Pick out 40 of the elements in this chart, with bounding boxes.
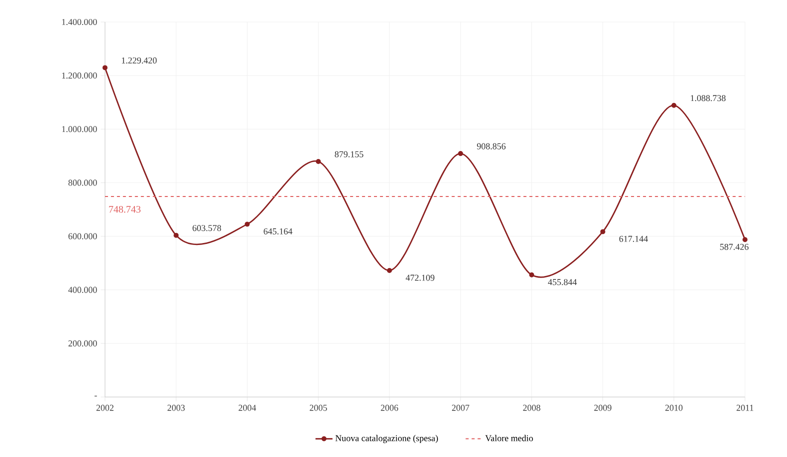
data-label: 455.844: [548, 279, 577, 286]
point: [386, 268, 392, 274]
x-tick-label: 2005: [310, 404, 327, 411]
y-tick-label: 600.000: [68, 233, 97, 240]
data-label: 603.578: [192, 225, 222, 232]
data-label: 645.164: [264, 228, 292, 234]
point: [316, 159, 321, 164]
point: [671, 102, 676, 108]
data-label: 908.856: [476, 143, 506, 150]
x-tick-label: 2004: [238, 404, 256, 411]
point: [174, 232, 179, 238]
y-tick-label: 400.000: [68, 286, 97, 293]
x-tick-label: 2003: [168, 404, 185, 411]
data-label: 879.155: [334, 151, 364, 158]
point: [600, 229, 606, 234]
legend-label: Nuova catalogazione (spesa): [335, 434, 438, 444]
data-label: 617.144: [619, 236, 648, 242]
x-tick-label: 2010: [665, 404, 683, 411]
y-tick-label: 1.000.000: [62, 126, 97, 132]
point: [742, 237, 748, 242]
x-tick-label: 2008: [523, 404, 540, 411]
x-tick-label: 2007: [452, 404, 470, 411]
data-label: 1.088.738: [690, 95, 726, 102]
point: [458, 151, 464, 156]
x-tick-label: 2011: [736, 404, 754, 411]
y-tick-label: 1.400.000: [62, 18, 97, 26]
x-tick-label: 2002: [96, 404, 114, 411]
annotation: 748.743: [109, 206, 141, 213]
data-label: 472.109: [406, 274, 434, 281]
x-tick-label: 2009: [594, 404, 612, 411]
x-tick-label: 2006: [380, 404, 398, 411]
point: [102, 65, 108, 70]
y-tick-label: 800.000: [68, 180, 97, 186]
point: [529, 272, 534, 278]
point: [244, 222, 250, 227]
data-label: 587.426: [720, 244, 749, 250]
y-tick-label: 200.000: [68, 340, 97, 346]
legend-label: Valore medio: [485, 434, 533, 442]
y-tick-label: 1.200.000: [62, 72, 97, 79]
data-label: 1.229.420: [122, 57, 157, 64]
